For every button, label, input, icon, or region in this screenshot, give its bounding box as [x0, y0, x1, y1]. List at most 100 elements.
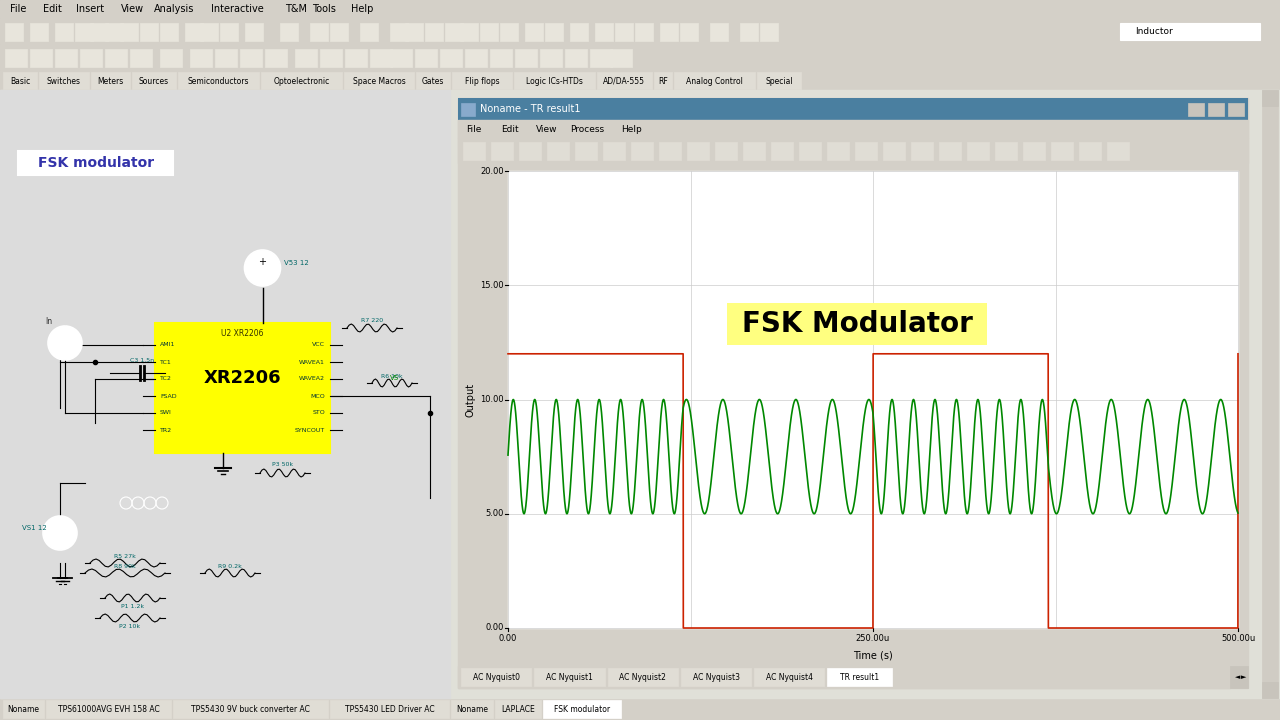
Text: Sources: Sources — [140, 76, 169, 86]
Text: Noname: Noname — [8, 704, 40, 714]
Bar — [508, 171, 1238, 628]
Bar — [608, 668, 678, 686]
Bar — [680, 23, 698, 41]
Text: ►: ► — [1242, 674, 1247, 680]
Text: R7 220: R7 220 — [361, 318, 383, 323]
Bar — [440, 49, 462, 67]
Bar — [79, 49, 102, 67]
Bar — [458, 120, 1248, 138]
Bar — [1079, 142, 1101, 160]
Text: 0.00: 0.00 — [485, 624, 504, 632]
Bar — [1188, 103, 1204, 116]
Bar — [1262, 682, 1277, 698]
Bar — [1230, 666, 1248, 688]
Text: Gates: Gates — [422, 76, 444, 86]
Text: Switches: Switches — [47, 76, 81, 86]
Bar — [0, 0, 1280, 18]
Text: Time (s): Time (s) — [854, 651, 893, 661]
Text: Meters: Meters — [97, 76, 123, 86]
Bar — [458, 138, 1248, 163]
Bar — [360, 23, 378, 41]
Bar — [244, 23, 262, 41]
Bar — [29, 23, 49, 41]
Bar — [160, 23, 178, 41]
Bar — [742, 142, 765, 160]
Text: Analysis: Analysis — [155, 4, 195, 14]
Bar — [215, 49, 237, 67]
Text: WAVEA2: WAVEA2 — [300, 377, 325, 382]
Text: XR2206: XR2206 — [204, 369, 282, 387]
Text: TPS5430 9V buck converter AC: TPS5430 9V buck converter AC — [191, 704, 310, 714]
Text: View: View — [122, 4, 145, 14]
Bar — [827, 142, 849, 160]
Text: Edit: Edit — [44, 4, 61, 14]
Bar — [1120, 23, 1260, 40]
Bar — [415, 49, 436, 67]
Text: AC Nyquist1: AC Nyquist1 — [547, 672, 593, 682]
Bar — [280, 23, 298, 41]
Bar — [131, 49, 152, 67]
Bar — [29, 49, 52, 67]
Bar — [675, 72, 755, 89]
Text: AC Nyquist2: AC Nyquist2 — [620, 672, 666, 682]
Bar — [716, 142, 737, 160]
Bar — [452, 700, 493, 718]
Bar — [458, 666, 1230, 688]
Text: AC Nyquist0: AC Nyquist0 — [472, 672, 520, 682]
Bar — [38, 72, 88, 89]
Bar — [310, 23, 328, 41]
Bar — [1051, 142, 1073, 160]
Text: Basic: Basic — [10, 76, 31, 86]
Bar — [1262, 90, 1277, 698]
Text: VCC: VCC — [312, 343, 325, 348]
Text: Semiconductors: Semiconductors — [188, 76, 250, 86]
Bar — [534, 668, 604, 686]
Text: TC1: TC1 — [160, 359, 172, 364]
Bar — [799, 142, 820, 160]
Bar — [76, 23, 93, 41]
Bar — [515, 72, 595, 89]
Text: Noname - TR result1: Noname - TR result1 — [480, 104, 581, 114]
Bar — [995, 142, 1018, 160]
Bar — [611, 49, 632, 67]
Bar — [458, 98, 1248, 120]
Bar — [595, 23, 613, 41]
Text: File: File — [466, 125, 481, 133]
Text: Help: Help — [621, 125, 641, 133]
Text: P3 50k: P3 50k — [271, 462, 293, 467]
Bar — [173, 700, 328, 718]
Bar — [160, 49, 182, 67]
Text: Insert: Insert — [77, 4, 105, 14]
Bar — [105, 23, 123, 41]
Bar — [265, 49, 287, 67]
Text: Tools: Tools — [312, 4, 335, 14]
Text: TC2: TC2 — [160, 377, 172, 382]
Bar — [756, 72, 801, 89]
Text: R9 0.2k: R9 0.2k — [218, 564, 242, 569]
Text: SWI: SWI — [160, 410, 172, 415]
Text: 5.00: 5.00 — [485, 509, 504, 518]
Text: R8 90k: R8 90k — [114, 564, 136, 569]
Bar — [710, 23, 728, 41]
Bar — [390, 49, 412, 67]
Bar — [494, 700, 541, 718]
Bar — [425, 23, 443, 41]
Bar — [1208, 103, 1224, 116]
Bar — [261, 72, 342, 89]
Bar — [654, 72, 672, 89]
Bar — [294, 49, 317, 67]
Text: FSAD: FSAD — [160, 394, 177, 398]
Bar — [46, 700, 170, 718]
Text: Logic ICs-HTDs: Logic ICs-HTDs — [526, 76, 582, 86]
Text: 10.00: 10.00 — [480, 395, 504, 404]
Bar — [189, 49, 212, 67]
Text: R6 10k: R6 10k — [381, 374, 403, 379]
Bar — [91, 72, 129, 89]
Bar — [452, 72, 512, 89]
Text: T&M: T&M — [284, 4, 307, 14]
Bar — [543, 700, 621, 718]
Text: Interactive: Interactive — [211, 4, 264, 14]
Bar — [603, 142, 625, 160]
Bar — [460, 23, 477, 41]
Bar — [200, 23, 218, 41]
